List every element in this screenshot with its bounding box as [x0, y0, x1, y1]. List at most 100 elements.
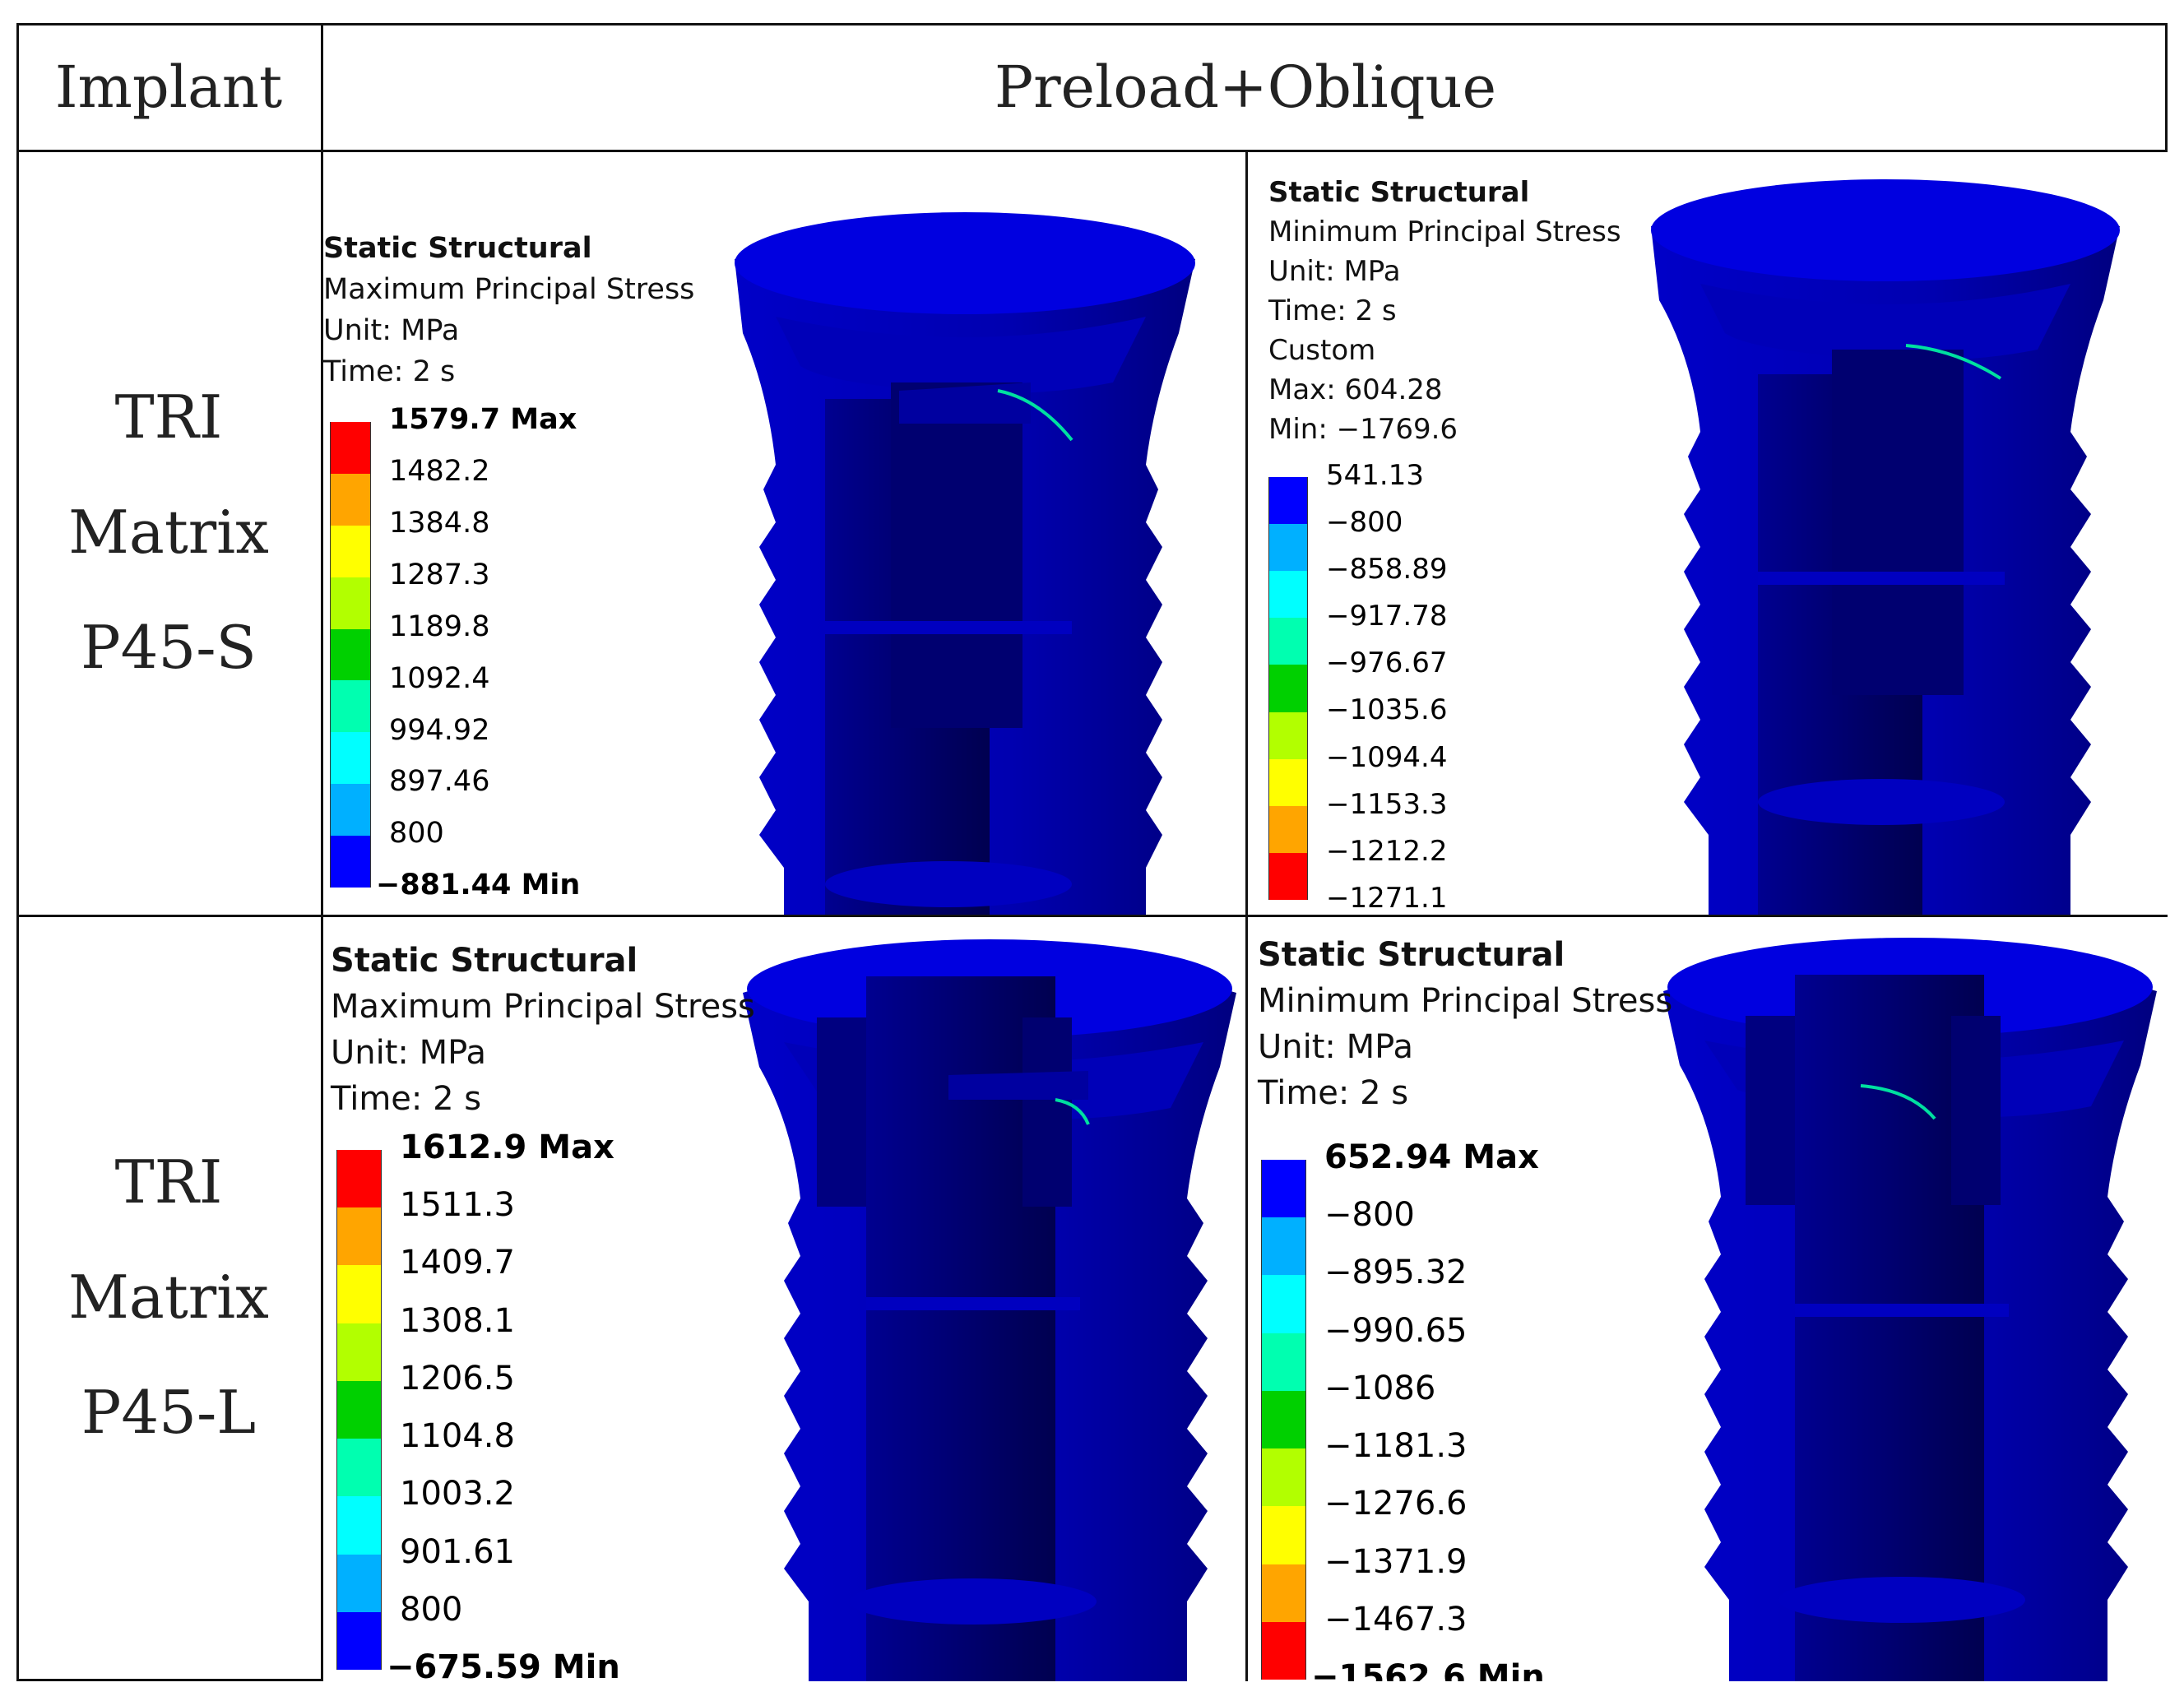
legend-tick-label: −1271.1: [1326, 881, 1448, 915]
legend-swatch: [330, 525, 371, 577]
legend-tick-label: 541.13: [1326, 458, 1424, 492]
legend-swatch: [330, 680, 371, 733]
legend-tick-label: 1511.3: [400, 1186, 515, 1225]
legend-swatch: [1268, 711, 1308, 759]
legend-line: Minimum Principal Stress: [1268, 216, 1621, 248]
legend-tick-label: 994.92: [389, 713, 490, 747]
row-label-line: P45-L: [81, 1378, 257, 1447]
legend-line: Time: 2 s: [1258, 1074, 1409, 1112]
legend-line: Unit: MPa: [331, 1034, 486, 1072]
legend-tick-label: −1181.3: [1324, 1427, 1468, 1466]
legend-header: Static Structural Maximum Principal Stre…: [331, 938, 755, 1122]
legend-tick-label: −881.44 Min: [376, 869, 581, 902]
legend-swatch: [330, 577, 371, 629]
legend-swatch: [336, 1554, 382, 1612]
legend-swatch: [1268, 524, 1308, 572]
legend-title: Static Structural: [331, 942, 638, 980]
legend-tick-label: −1094.4: [1326, 740, 1448, 774]
legend-swatch: [1268, 477, 1308, 525]
legend-tick-label: 1308.1: [400, 1301, 515, 1340]
row-label-p45l: TRI Matrix P45-L: [16, 1124, 321, 1470]
row-divider: [16, 915, 2168, 917]
legend-swatch: [1261, 1390, 1306, 1449]
implant-model-render: [1663, 938, 2157, 1681]
legend-swatch: [330, 422, 371, 474]
legend-line: Custom: [1268, 334, 1376, 367]
legend-swatch: [1268, 805, 1308, 853]
legend-line: Time: 2 s: [1268, 294, 1397, 327]
legend-line: Minimum Principal Stress: [1258, 982, 1673, 1020]
legend-tick-label: −1035.6: [1326, 693, 1448, 727]
legend-tick-label: 1409.7: [400, 1244, 515, 1282]
legend-line: Maximum Principal Stress: [323, 273, 695, 306]
implant-model-render: [1651, 179, 2120, 915]
legend-tick-label: 1287.3: [389, 558, 490, 591]
legend-tick-label: 1003.2: [400, 1475, 515, 1513]
panel-p45s-min-principal: Static Structural Minimum Principal Stre…: [1248, 152, 2168, 915]
legend-line: Maximum Principal Stress: [331, 988, 755, 1026]
legend-swatch: [336, 1611, 382, 1670]
implant-model-render: [743, 939, 1236, 1681]
legend-tick-label: 1482.2: [389, 455, 490, 489]
legend-swatch: [1261, 1506, 1306, 1564]
legend-tick-label: −675.59 Min: [387, 1648, 620, 1681]
legend-swatch: [336, 1150, 382, 1208]
legend-tick-label: −976.67: [1326, 647, 1448, 680]
legend-line: Min: −1769.6: [1268, 413, 1458, 446]
header-preload-oblique: Preload+Oblique: [994, 53, 1496, 121]
legend-swatch: [1261, 1621, 1306, 1680]
legend-tick-label: −1212.2: [1326, 834, 1448, 868]
legend-swatch: [336, 1496, 382, 1555]
legend-swatch: [1268, 758, 1308, 806]
legend-line: Max: 604.28: [1268, 373, 1443, 406]
legend-tick-label: 652.94 Max: [1324, 1138, 1539, 1176]
row-label-line: TRI: [114, 1147, 223, 1217]
legend-tick-label: 901.61: [400, 1532, 515, 1571]
row-label-line: P45-S: [81, 613, 257, 682]
row-label-line: Matrix: [68, 498, 269, 567]
legend-swatch: [330, 473, 371, 526]
legend-line: Unit: MPa: [323, 314, 460, 347]
legend-swatch: [330, 628, 371, 681]
panel-p45s-max-principal: Static Structural Maximum Principal Stre…: [323, 152, 1245, 915]
legend-swatch: [336, 1439, 382, 1497]
row-label-line: TRI: [114, 382, 223, 452]
panel-column-divider: [1245, 150, 1248, 1681]
legend-tick-label: −800: [1326, 506, 1403, 539]
legend-tick-label: −990.65: [1324, 1311, 1468, 1350]
implant-model-render: [735, 212, 1195, 915]
color-scale: 541.13 −800 −858.89 −917.78 −976.67 −1035.6 −1…: [1268, 459, 1597, 915]
legend-swatch: [1261, 1333, 1306, 1391]
legend-title: Static Structural: [1258, 936, 1565, 974]
legend-swatch: [330, 836, 371, 888]
legend-swatch: [1268, 852, 1308, 900]
panel-p45l-min-principal: Static Structural Minimum Principal Stre…: [1248, 917, 2168, 1681]
legend-tick-label: −1371.9: [1324, 1542, 1468, 1581]
legend-tick-label: −917.78: [1326, 600, 1448, 633]
legend-title: Static Structural: [323, 232, 592, 265]
legend-line: Unit: MPa: [1268, 255, 1401, 288]
legend-tick-label: 800: [400, 1590, 463, 1629]
legend-swatch: [336, 1380, 382, 1439]
legend-swatch: [1268, 618, 1308, 665]
legend-tick-label: −858.89: [1326, 553, 1448, 586]
panel-p45l-max-principal: Static Structural Maximum Principal Stre…: [323, 917, 1245, 1681]
legend-line: Unit: MPa: [1258, 1028, 1413, 1066]
legend-tick-label: 1384.8: [389, 507, 490, 540]
legend-swatch: [1261, 1275, 1306, 1333]
header-divider: [16, 150, 2168, 152]
row-label-line: Matrix: [68, 1263, 269, 1332]
legend-line: Time: 2 s: [331, 1080, 482, 1118]
legend-swatch: [1268, 665, 1308, 712]
legend-swatch: [1261, 1217, 1306, 1276]
legend-tick-label: −1086: [1324, 1369, 1436, 1407]
legend-tick-label: 1104.8: [400, 1417, 515, 1456]
legend-line: Time: 2 s: [323, 355, 456, 388]
legend-swatch: [336, 1207, 382, 1266]
legend-swatch: [336, 1265, 382, 1323]
legend-tick-label: −895.32: [1324, 1254, 1468, 1292]
legend-tick-label: 897.46: [389, 765, 490, 799]
legend-swatch: [1261, 1564, 1306, 1622]
legend-tick-label: 1206.5: [400, 1359, 515, 1397]
legend-tick-label: −1276.6: [1324, 1485, 1468, 1523]
